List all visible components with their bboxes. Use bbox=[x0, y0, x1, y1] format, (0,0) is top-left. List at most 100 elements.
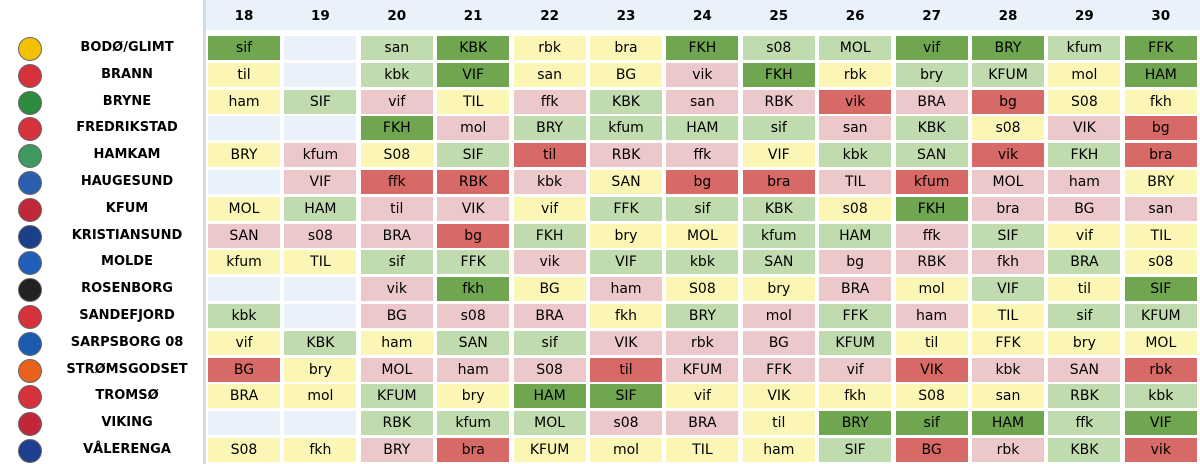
team-name: KFUM bbox=[105, 200, 149, 216]
fixture-cell: vif bbox=[666, 384, 739, 409]
kfum-logo bbox=[18, 197, 42, 222]
fixture-cell: HAM bbox=[666, 116, 739, 141]
fixture-cell: BRA bbox=[513, 304, 586, 328]
fixture-cell: bry bbox=[284, 357, 357, 382]
fixture-cell: MOL bbox=[666, 223, 739, 248]
fixture-cell: mol bbox=[590, 438, 662, 462]
fixture-cell: BG bbox=[513, 277, 586, 302]
fixture-cell: HAM bbox=[819, 223, 892, 248]
fixture-cell: SIF bbox=[284, 89, 357, 114]
fixture-cell: KBK bbox=[895, 116, 968, 141]
fixture-cell: rbk bbox=[972, 438, 1044, 462]
fixture-cell: sif bbox=[666, 196, 739, 221]
fixture-cell: KFUM bbox=[513, 438, 586, 462]
fixture-cell: MOL bbox=[360, 357, 433, 382]
fixture-cell: KBK bbox=[284, 330, 357, 355]
team-name: MOLDE bbox=[101, 254, 153, 270]
fixture-cell: til bbox=[208, 62, 280, 87]
fixture-cell: RBK bbox=[437, 170, 510, 194]
team-name: VIKING bbox=[101, 415, 153, 431]
fixture-cell: kfum bbox=[437, 411, 510, 436]
round-header: 25 bbox=[769, 8, 789, 24]
fixture-cell: mol bbox=[742, 304, 815, 328]
fixture-cell: vik bbox=[972, 143, 1044, 168]
fixture-cell: ham bbox=[208, 89, 280, 114]
fixture-cell: san bbox=[360, 36, 433, 60]
fixture-cell: san bbox=[819, 116, 892, 141]
molde-logo bbox=[18, 251, 42, 276]
fixture-cell: ffk bbox=[360, 170, 433, 194]
fixture-cell: VIF bbox=[972, 277, 1044, 302]
fixture-cell: sif bbox=[208, 36, 280, 60]
fixture-cell: HAM bbox=[513, 384, 586, 409]
fixture-cell: bra bbox=[437, 438, 510, 462]
fixture-cell bbox=[284, 116, 357, 141]
fixture-cell: fkh bbox=[590, 304, 662, 328]
fixture-cell: RBK bbox=[742, 89, 815, 114]
fixture-cell: kfum bbox=[1048, 36, 1121, 60]
fixture-cell: FKH bbox=[1048, 143, 1121, 168]
fixture-cell: HAM bbox=[1124, 62, 1197, 87]
fixture-cell: sif bbox=[1048, 304, 1121, 328]
round-header: 21 bbox=[463, 8, 483, 24]
fixture-cell: VIF bbox=[284, 170, 357, 194]
fixture-cell: SAN bbox=[590, 170, 662, 194]
fixture-cell: vik bbox=[819, 89, 892, 114]
fixture-cell: KBK bbox=[590, 89, 662, 114]
sandefjord-logo bbox=[18, 305, 42, 329]
fixture-cell: TIL bbox=[284, 250, 357, 275]
fixture-cell: FFK bbox=[819, 304, 892, 328]
fixture-cell: BG bbox=[360, 304, 433, 328]
fixture-cell: KFUM bbox=[1124, 304, 1197, 328]
fixture-cell: bg bbox=[437, 223, 510, 248]
fixture-cell: S08 bbox=[208, 438, 280, 462]
fixture-cell: BG bbox=[1048, 196, 1121, 221]
fixture-cell bbox=[284, 411, 357, 436]
fixture-cell: BG bbox=[742, 330, 815, 355]
team-name: BODØ/GLIMT bbox=[80, 40, 174, 55]
team-name: KRISTIANSUND bbox=[71, 227, 183, 243]
fixture-cell: FFK bbox=[437, 250, 510, 275]
fixture-cell: VIF bbox=[590, 250, 662, 275]
fixture-cell: s08 bbox=[437, 304, 510, 328]
team-name: STRØMSGODSET bbox=[66, 361, 188, 377]
fixture-cell: sif bbox=[895, 411, 968, 436]
fixture-cell: BRA bbox=[360, 223, 433, 248]
fixture-cell: HAM bbox=[972, 411, 1044, 436]
fixture-cell: VIK bbox=[590, 330, 662, 355]
round-header: 18 bbox=[234, 8, 254, 24]
fixture-cell: BRY bbox=[360, 438, 433, 462]
fixture-cell: kbk bbox=[208, 304, 280, 328]
round-header: 27 bbox=[922, 8, 941, 24]
round-header: 23 bbox=[616, 8, 636, 24]
fixture-cell: TIL bbox=[819, 170, 892, 194]
fixture-cell: fkh bbox=[972, 250, 1044, 275]
rosenborg-logo bbox=[18, 278, 42, 303]
round-header: 26 bbox=[845, 8, 865, 24]
fixture-cell: bra bbox=[590, 36, 662, 60]
fixture-cell: bry bbox=[590, 223, 662, 248]
fixture-cell: SAN bbox=[895, 143, 968, 168]
fixture-cell: MOL bbox=[1124, 330, 1197, 355]
fixture-cell: S08 bbox=[360, 143, 433, 168]
fixture-cell: san bbox=[666, 89, 739, 114]
fixture-cell: KFUM bbox=[360, 384, 433, 409]
fixture-cell: KBK bbox=[742, 196, 815, 221]
fixture-cell: ham bbox=[742, 438, 815, 462]
fixture-cell: bry bbox=[437, 384, 510, 409]
fixture-cell: ffk bbox=[513, 89, 586, 114]
fixture-cell: bg bbox=[666, 170, 739, 194]
team-name: VÅLERENGA bbox=[83, 442, 171, 457]
fixture-cell: FFK bbox=[972, 330, 1044, 355]
fixture-cell: FFK bbox=[590, 196, 662, 221]
fixture-cell: fkh bbox=[1124, 89, 1197, 114]
fixture-cell: KBK bbox=[437, 36, 510, 60]
fixture-cell: KFUM bbox=[666, 357, 739, 382]
fixture-cell: vik bbox=[360, 277, 433, 302]
fixture-cell: mol bbox=[895, 277, 968, 302]
fixture-cell: BRA bbox=[208, 384, 280, 409]
fixture-cell: s08 bbox=[1124, 250, 1197, 275]
fixture-cell: MOL bbox=[513, 411, 586, 436]
fixture-cell bbox=[208, 170, 280, 194]
fixture-cell: fkh bbox=[437, 277, 510, 302]
